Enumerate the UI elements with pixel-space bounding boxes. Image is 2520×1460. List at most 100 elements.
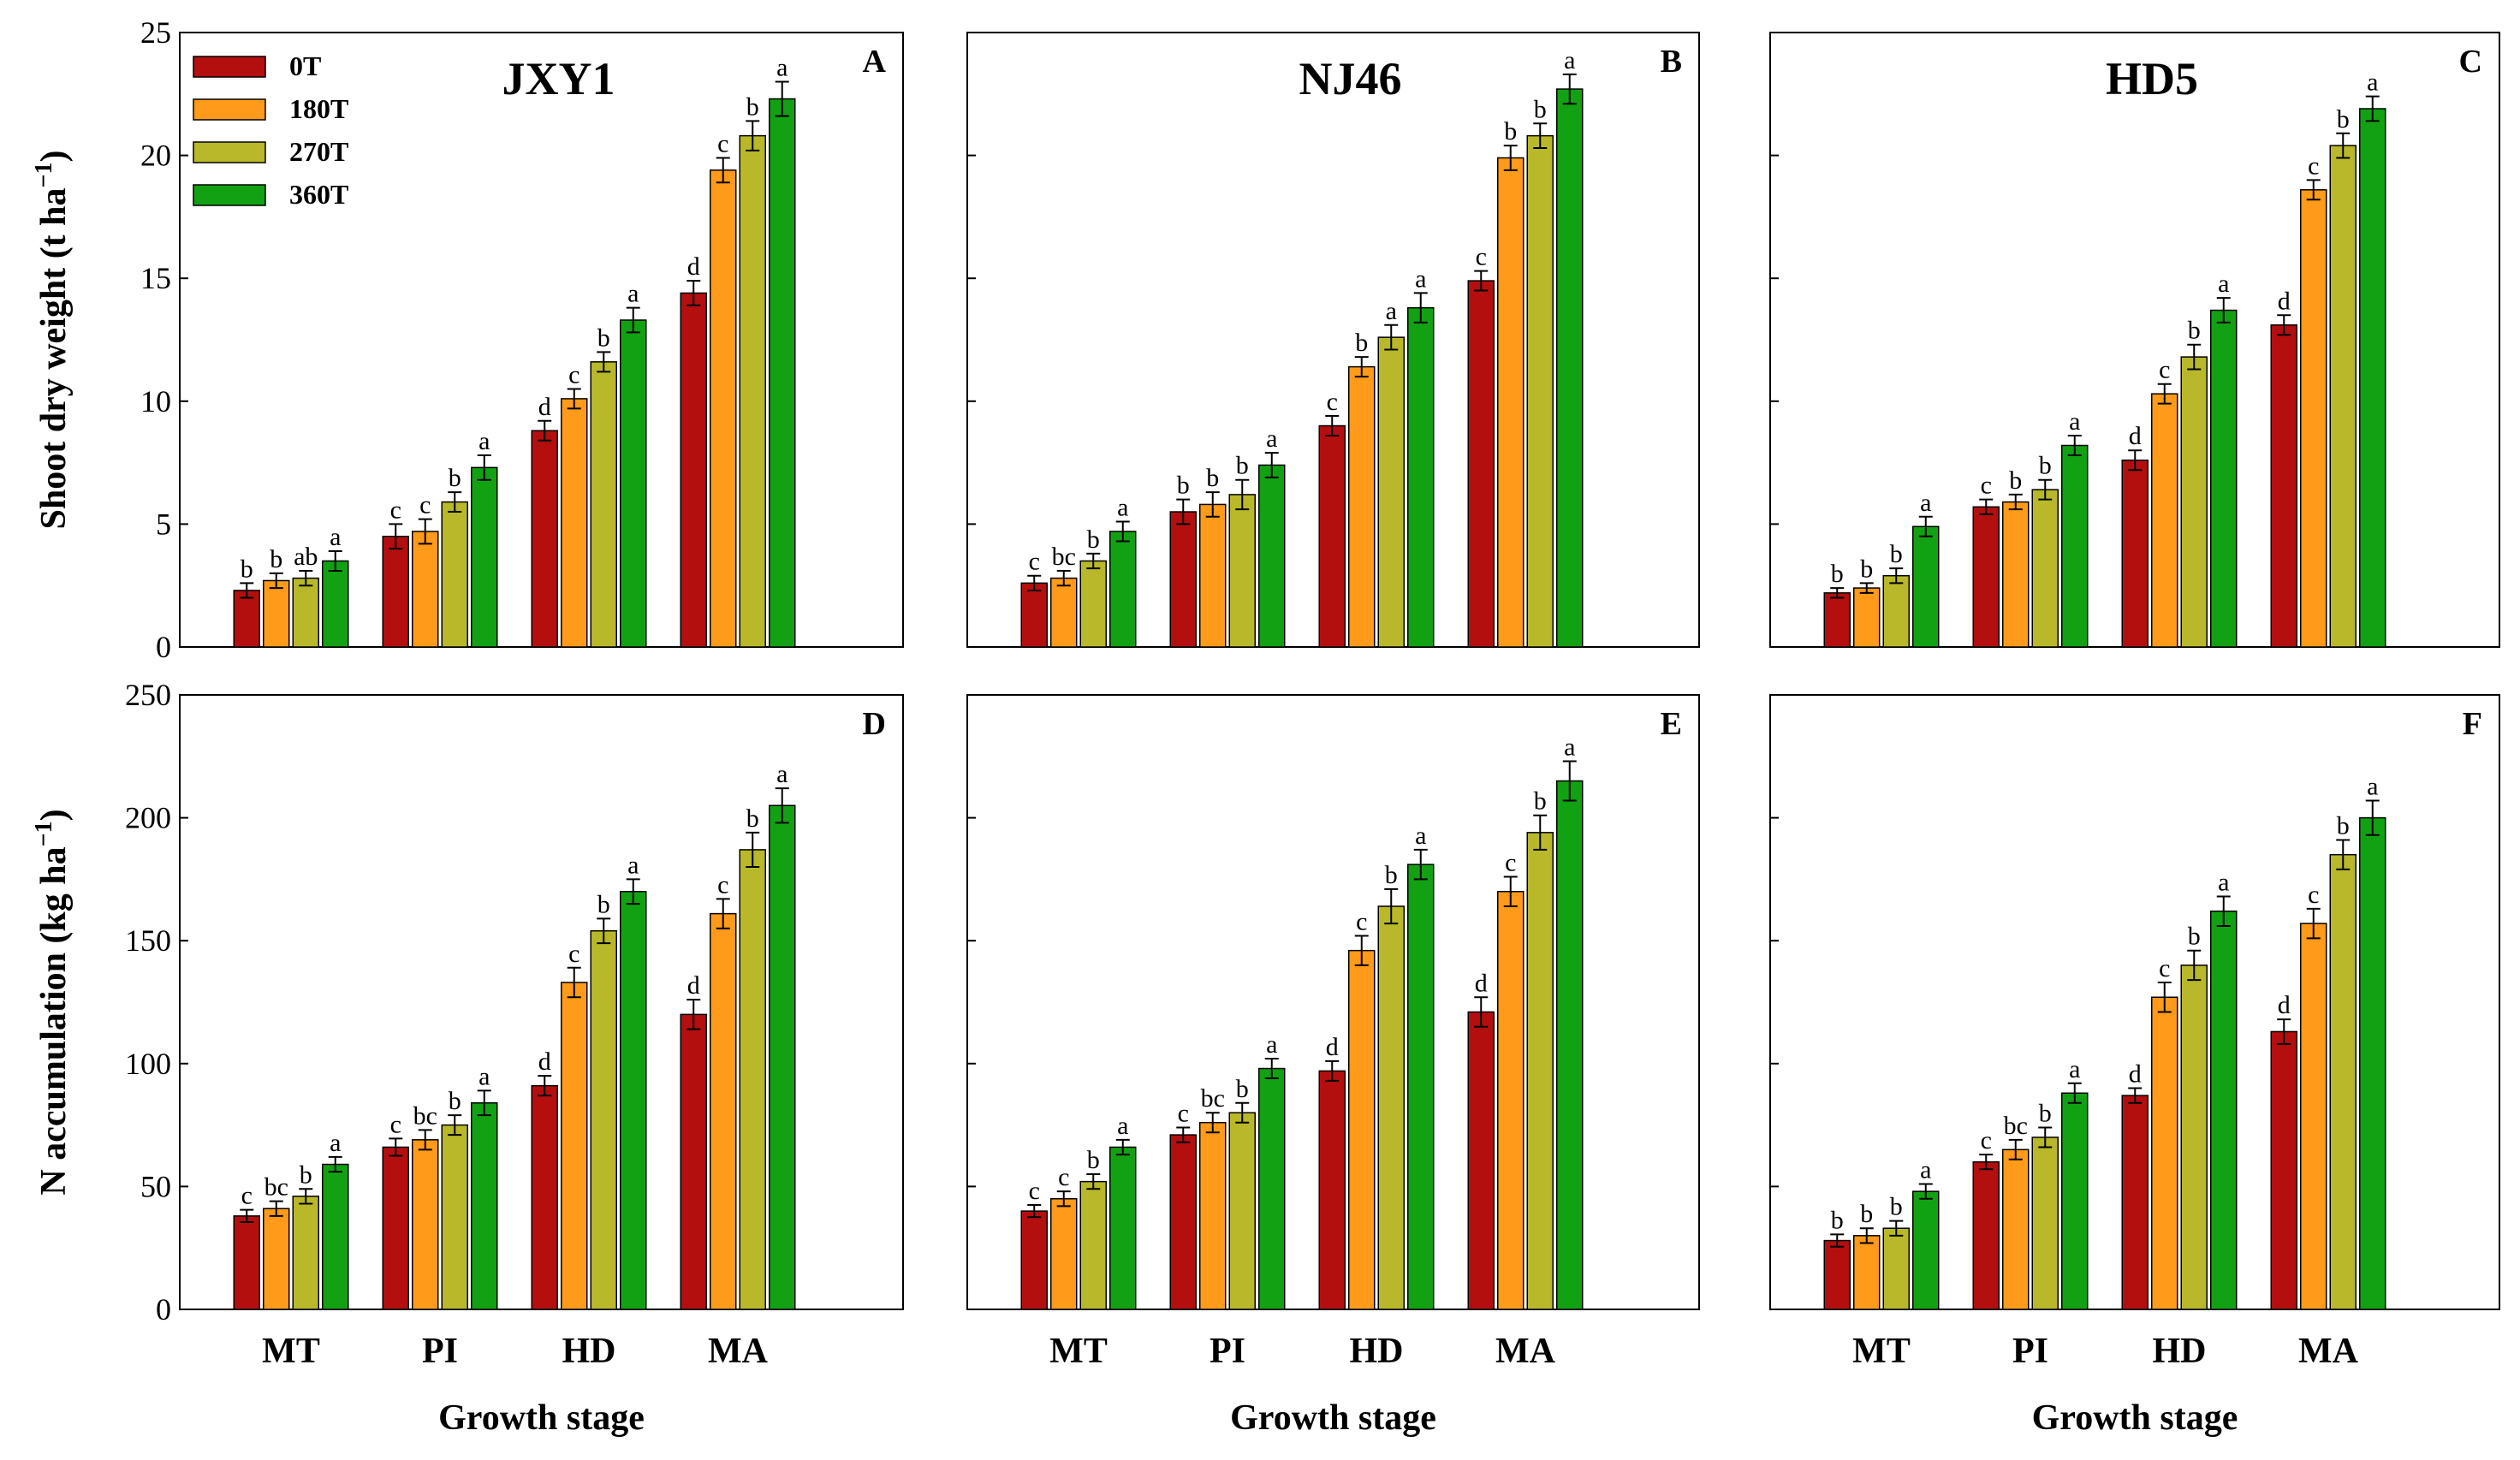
significance-letter: b bbox=[1831, 560, 1844, 588]
bar-f-hd-180t bbox=[2151, 996, 2178, 1310]
significance-letter: b bbox=[746, 804, 759, 833]
bar-f-hd-270t bbox=[2180, 964, 2208, 1310]
significance-letter: c bbox=[2308, 151, 2319, 180]
bar-e-ma-180t bbox=[1497, 891, 1524, 1310]
x-category-label: PI bbox=[1209, 1332, 1245, 1371]
legend-label: 360T bbox=[289, 179, 348, 210]
significance-letter: b bbox=[1534, 787, 1547, 816]
significance-letter: a bbox=[2218, 869, 2229, 897]
y-tick-label: 150 bbox=[125, 923, 171, 958]
significance-letter: a bbox=[2218, 270, 2229, 298]
y-axis-label: Shoot dry weight (t ha−1) bbox=[31, 151, 74, 530]
legend-swatch bbox=[193, 56, 266, 78]
significance-letter: b bbox=[2188, 923, 2201, 951]
bar-e-mt-0t bbox=[1020, 1210, 1048, 1310]
significance-letter: a bbox=[478, 1062, 490, 1090]
significance-letter: a bbox=[1266, 1030, 1277, 1059]
bar-d-mt-270t bbox=[292, 1196, 319, 1310]
y-tick-label: 20 bbox=[140, 139, 171, 173]
significance-letter: d bbox=[2129, 422, 2142, 450]
bar-e-pi-180t bbox=[1199, 1121, 1227, 1310]
significance-letter: b bbox=[1236, 452, 1249, 480]
significance-letter: b bbox=[1236, 1075, 1249, 1103]
x-axis-label: Growth stage bbox=[438, 1398, 645, 1438]
bar-a-mt-270t bbox=[292, 577, 319, 648]
significance-letter: bc bbox=[1201, 1084, 1225, 1113]
y-axis-label-main: Shoot dry weight (t ha bbox=[34, 187, 74, 529]
y-axis-label-close: ) bbox=[34, 809, 74, 821]
x-axis-label: Growth stage bbox=[2032, 1398, 2238, 1438]
bar-d-mt-0t bbox=[233, 1215, 260, 1310]
bar-b-pi-270t bbox=[1228, 494, 1256, 648]
significance-letter: bc bbox=[2004, 1112, 2028, 1140]
significance-letter: c bbox=[1505, 849, 1516, 877]
bar-c-mt-360t bbox=[1912, 525, 1940, 648]
significance-letter: a bbox=[1415, 264, 1426, 293]
bar-b-mt-180t bbox=[1050, 577, 1078, 648]
significance-letter: b bbox=[449, 1087, 461, 1115]
significance-letter: c bbox=[1476, 243, 1487, 271]
bar-d-mt-360t bbox=[322, 1163, 349, 1310]
bar-b-ma-270t bbox=[1526, 134, 1554, 648]
significance-letter: ab bbox=[294, 543, 318, 571]
significance-letter: a bbox=[478, 427, 490, 455]
significance-letter: b bbox=[1355, 329, 1368, 357]
bar-a-ma-360t bbox=[769, 98, 796, 648]
significance-letter: d bbox=[538, 393, 551, 421]
significance-letter: b bbox=[1860, 1200, 1873, 1228]
significance-letter: c bbox=[1327, 388, 1338, 416]
significance-letter: c bbox=[241, 1182, 253, 1210]
significance-letter: a bbox=[2069, 1055, 2080, 1083]
bar-e-mt-270t bbox=[1079, 1180, 1107, 1310]
panel-title: JXY1 bbox=[502, 53, 615, 104]
bar-e-hd-180t bbox=[1348, 949, 1376, 1310]
significance-letter: a bbox=[1564, 733, 1575, 762]
x-category-label: HD bbox=[1350, 1332, 1404, 1371]
bar-d-pi-0t bbox=[382, 1146, 409, 1310]
significance-letter: c bbox=[568, 940, 579, 968]
significance-letter: a bbox=[1920, 1156, 1931, 1184]
bar-b-hd-0t bbox=[1318, 424, 1346, 648]
significance-letter: b bbox=[1890, 1193, 1903, 1221]
bar-c-mt-0t bbox=[1823, 592, 1851, 648]
bar-d-ma-180t bbox=[710, 912, 737, 1310]
bar-b-pi-180t bbox=[1199, 503, 1227, 648]
bar-a-mt-360t bbox=[322, 560, 349, 648]
significance-letter: b bbox=[270, 545, 282, 573]
panel-title: HD5 bbox=[2106, 53, 2198, 104]
bar-b-pi-360t bbox=[1258, 464, 1286, 648]
bar-e-hd-360t bbox=[1407, 864, 1435, 1310]
bar-f-pi-0t bbox=[1972, 1160, 2000, 1310]
significance-letter: c bbox=[1029, 1177, 1040, 1205]
significance-letter: b bbox=[1087, 525, 1100, 554]
significance-letter: a bbox=[2367, 772, 2378, 800]
significance-letter: a bbox=[1920, 489, 1931, 517]
bar-a-mt-0t bbox=[233, 590, 260, 648]
bar-d-hd-270t bbox=[590, 929, 617, 1310]
significance-letter: b bbox=[2337, 105, 2350, 134]
significance-letter: c bbox=[568, 360, 579, 389]
bar-f-ma-360t bbox=[2359, 816, 2386, 1310]
bar-f-mt-270t bbox=[1882, 1227, 1910, 1310]
significance-letter: b bbox=[746, 92, 759, 121]
significance-letter: a bbox=[1266, 424, 1277, 453]
bar-b-hd-360t bbox=[1407, 306, 1435, 648]
bar-f-mt-180t bbox=[1853, 1235, 1881, 1310]
x-category-label: MT bbox=[1852, 1332, 1911, 1371]
x-category-label: MT bbox=[1049, 1332, 1108, 1371]
significance-letter: a bbox=[2367, 68, 2378, 97]
significance-letter: a bbox=[2069, 407, 2080, 436]
significance-letter: d bbox=[2278, 287, 2291, 315]
significance-letter: c bbox=[1981, 472, 1992, 500]
bar-e-mt-180t bbox=[1050, 1198, 1078, 1310]
significance-letter: c bbox=[1981, 1126, 1992, 1154]
panel-letter: A bbox=[863, 44, 887, 80]
significance-letter: d bbox=[1326, 1033, 1339, 1061]
bar-c-hd-270t bbox=[2180, 356, 2208, 648]
bar-d-hd-180t bbox=[561, 982, 588, 1310]
significance-letter: a bbox=[1415, 822, 1426, 850]
